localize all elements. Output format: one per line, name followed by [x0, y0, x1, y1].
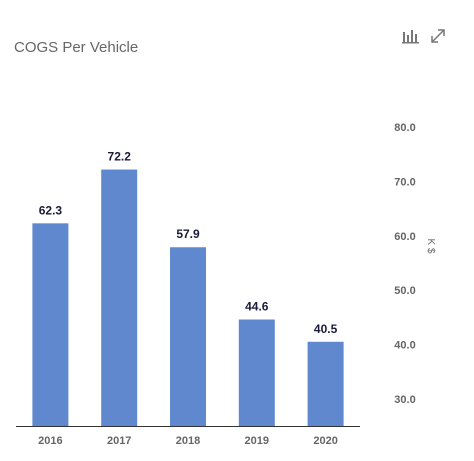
y-tick-50.0: 50.0 [394, 285, 415, 297]
y-tick-60.0: 60.0 [394, 231, 415, 243]
y-tick-30.0: 30.0 [394, 394, 415, 406]
x-tick-2017: 2017 [107, 435, 131, 447]
x-tick-2018: 2018 [176, 435, 200, 447]
x-tick-2020: 2020 [313, 435, 337, 447]
x-tick-2016: 2016 [38, 435, 62, 447]
data-label-2020: 40.5 [314, 322, 338, 336]
data-label-2018: 57.9 [176, 227, 200, 241]
bar-chart-icon[interactable] [401, 26, 421, 46]
expand-icon[interactable] [428, 26, 448, 46]
y-tick-40.0: 40.0 [394, 340, 415, 352]
y-tick-70.0: 70.0 [394, 177, 415, 189]
bar-2016 [32, 223, 69, 426]
y-tick-80.0: 80.0 [394, 122, 415, 134]
x-tick-2019: 2019 [245, 435, 269, 447]
data-label-2016: 62.3 [39, 203, 63, 217]
bar-2018 [170, 247, 206, 426]
bar-2020 [307, 341, 344, 426]
bar-2019 [238, 319, 275, 426]
bar-2017 [101, 169, 138, 426]
chart-title: COGS Per Vehicle [14, 39, 139, 56]
y-axis-title: K $ [425, 238, 436, 253]
data-label-2019: 44.6 [245, 300, 269, 314]
data-label-2017: 72.2 [108, 150, 132, 164]
